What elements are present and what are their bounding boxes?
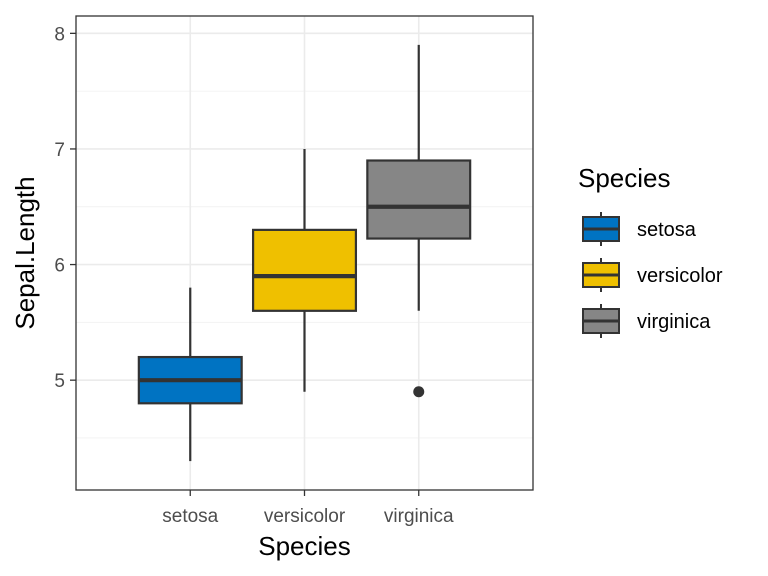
legend-label-setosa: setosa: [637, 219, 697, 241]
x-tick-label-virginica: virginica: [384, 506, 454, 527]
x-tick-label-versicolor: versicolor: [264, 506, 346, 527]
x-axis-title: Species: [258, 531, 351, 561]
outlier-virginica-0: [413, 386, 425, 398]
boxes-layer: [137, 44, 472, 462]
y-tick-label-2: 7: [54, 140, 65, 161]
legend: Species setosa versicolor virginica: [578, 163, 723, 338]
legend-label-virginica: virginica: [637, 311, 711, 333]
legend-label-versicolor: versicolor: [637, 265, 723, 287]
box-virginica: [366, 44, 472, 398]
iqr-box-virginica: [366, 159, 472, 240]
x-tick-label-setosa: setosa: [162, 506, 218, 527]
y-tick-label-3: 8: [54, 24, 65, 45]
legend-item-virginica: virginica: [582, 304, 711, 338]
legend-item-setosa: setosa: [582, 212, 697, 246]
box-versicolor: [251, 148, 358, 392]
iqr-box-versicolor: [251, 228, 358, 312]
y-tick-label-1: 6: [54, 256, 65, 277]
y-tick-label-0: 5: [54, 371, 65, 392]
y-axis-title: Sepal.Length: [10, 176, 40, 329]
y-axis: 5 6 7 8: [54, 24, 76, 392]
legend-title: Species: [578, 163, 671, 193]
x-axis: setosa versicolor virginica: [162, 490, 454, 527]
box-setosa: [137, 287, 243, 462]
legend-item-versicolor: versicolor: [582, 258, 723, 292]
